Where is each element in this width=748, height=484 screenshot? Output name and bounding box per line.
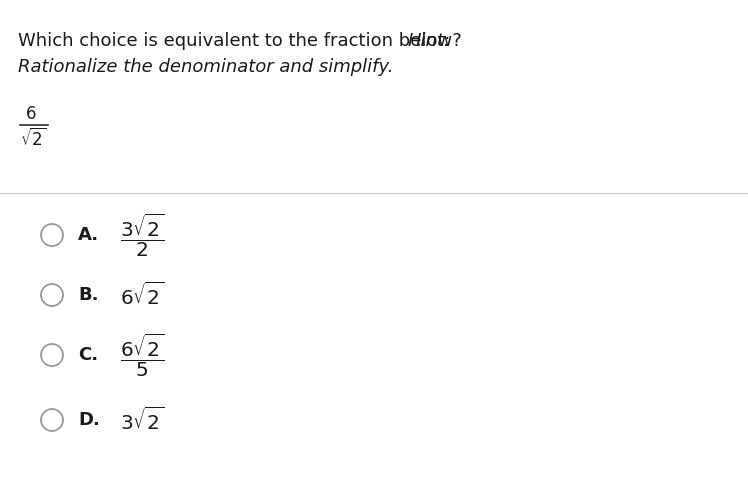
Text: D.: D. (78, 411, 100, 429)
Text: Rationalize the denominator and simplify.: Rationalize the denominator and simplify… (18, 58, 393, 76)
Text: $\sqrt{2}$: $\sqrt{2}$ (20, 128, 46, 150)
Text: $6\sqrt{2}$: $6\sqrt{2}$ (120, 281, 164, 309)
Circle shape (41, 409, 63, 431)
Text: $\dfrac{6\sqrt{2}}{5}$: $\dfrac{6\sqrt{2}}{5}$ (120, 331, 164, 379)
Circle shape (41, 224, 63, 246)
Text: A.: A. (78, 226, 99, 244)
Circle shape (41, 284, 63, 306)
Text: $\dfrac{3\sqrt{2}}{2}$: $\dfrac{3\sqrt{2}}{2}$ (120, 211, 164, 259)
Circle shape (41, 344, 63, 366)
Text: B.: B. (78, 286, 99, 304)
Text: Hint:: Hint: (408, 32, 451, 50)
Text: 6: 6 (26, 105, 37, 123)
Text: Which choice is equivalent to the fraction below?: Which choice is equivalent to the fracti… (18, 32, 468, 50)
Text: C.: C. (78, 346, 98, 364)
Text: $3\sqrt{2}$: $3\sqrt{2}$ (120, 407, 164, 434)
